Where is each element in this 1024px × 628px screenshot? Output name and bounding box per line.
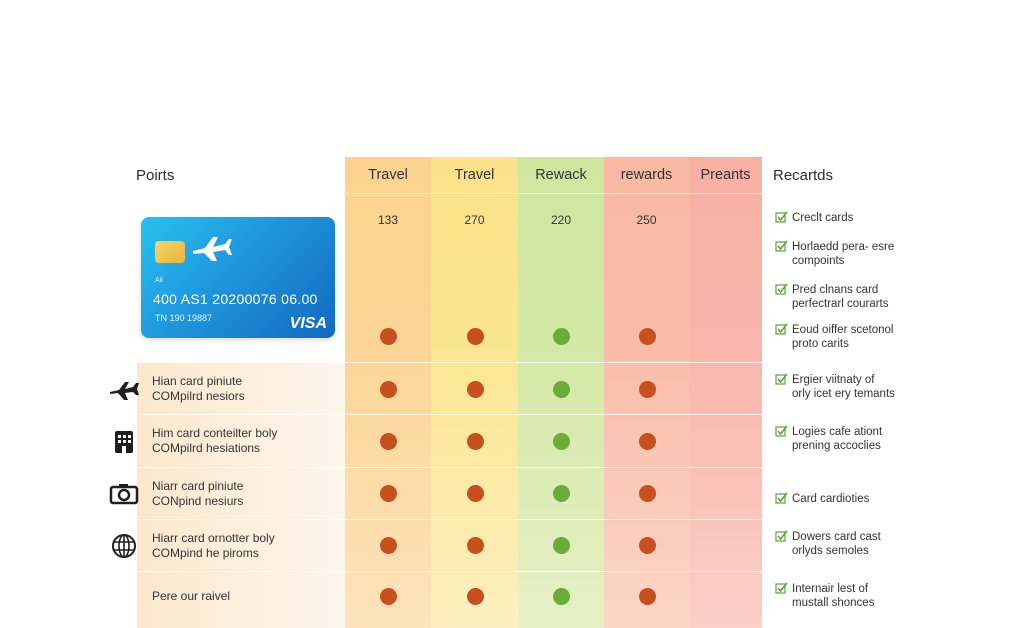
status-dot-green — [553, 328, 570, 345]
checkmark-icon — [775, 425, 788, 437]
column-header-rewack: Rewack — [535, 167, 587, 183]
visa-logo: VISA — [289, 315, 327, 332]
feature-text: Pred clnans card perfectrarl courarts — [792, 284, 889, 310]
row-divider — [137, 519, 762, 520]
checkmark-icon — [775, 211, 788, 223]
card-chip-icon — [155, 241, 185, 263]
checkmark-icon — [775, 323, 788, 335]
status-dot-red — [639, 328, 656, 345]
status-dot-green — [553, 485, 570, 502]
status-dot-green — [553, 537, 570, 554]
column-preants-bg — [689, 157, 762, 628]
status-dot-green — [553, 588, 570, 605]
status-dot-red — [467, 328, 484, 345]
globe-icon — [112, 534, 136, 558]
credit-card-image: Ail 400 AS1 20200076 06.00 TN 190 19887 … — [141, 217, 335, 338]
points-value: 270 — [464, 213, 485, 227]
feature-text: Horlaedd pera- esre compoints — [792, 241, 895, 267]
row-divider — [137, 571, 762, 572]
row-label-band — [137, 362, 345, 628]
card-number: 400 AS1 20200076 06.00 — [153, 291, 318, 307]
status-dot-red — [380, 537, 397, 554]
status-dot-red — [380, 381, 397, 398]
status-dot-red — [380, 433, 397, 450]
status-dot-red — [467, 381, 484, 398]
feature-text: Internair lest of mustall shonces — [792, 583, 875, 609]
feature-item: Eoud oiffer scetonol proto carits — [775, 323, 893, 351]
checkmark-icon — [775, 492, 788, 504]
status-dot-red — [639, 588, 656, 605]
feature-item: Internair lest of mustall shonces — [775, 582, 874, 610]
header-divider — [345, 193, 762, 194]
checkmark-icon — [775, 240, 788, 252]
feature-item: Creclt cards — [775, 211, 853, 225]
feature-text: Logies cafe ationt prening accoclies — [792, 426, 883, 452]
row-label: Pere our raivel — [152, 589, 231, 603]
status-dot-green — [553, 433, 570, 450]
checkmark-icon — [775, 283, 788, 295]
airplane-icon — [110, 382, 139, 400]
card-holder-text: TN 190 19887 — [155, 313, 213, 323]
row-label: Him card conteilter boly COMpilrd hesiati… — [152, 426, 278, 455]
status-dot-red — [380, 485, 397, 502]
feature-item: Horlaedd pera- esre compoints — [775, 240, 894, 268]
feature-text: Dowers card cast orlyds semoles — [792, 531, 881, 557]
points-value: 220 — [550, 213, 572, 227]
checkmark-icon — [775, 582, 788, 594]
points-value: 133 — [377, 213, 399, 227]
feature-item: Ergier viitnaty of orly icet ery temants — [775, 373, 895, 401]
status-dot-red — [467, 433, 484, 450]
row-label: Hian card piniute COMpilrd nesiors — [152, 374, 245, 403]
points-value: 250 — [636, 213, 657, 227]
feature-item: Pred clnans card perfectrarl courarts — [775, 283, 889, 311]
feature-text: Ergier viitnaty of orly icet ery temants — [792, 374, 895, 400]
status-dot-red — [467, 537, 484, 554]
column-header-travel-1: Travel — [368, 167, 408, 183]
feature-text: Eoud oiffer scetonol proto carits — [792, 324, 894, 350]
row-label: Niarr card piniute CONpind nesiurs — [152, 479, 244, 508]
airplane-icon — [193, 237, 232, 261]
feature-text: Card cardioties — [792, 493, 870, 505]
card-small-text: Ail — [155, 277, 163, 284]
column-header-travel-2: Travel — [454, 167, 495, 183]
status-dot-red — [639, 537, 656, 554]
camera-icon — [109, 484, 139, 505]
status-dot-red — [380, 588, 397, 605]
column-header-preants: Preants — [700, 167, 751, 183]
status-dot-green — [553, 381, 570, 398]
building-icon — [115, 431, 133, 453]
status-dot-red — [467, 485, 484, 502]
checkmark-icon — [775, 373, 788, 385]
rewards-heading: Recartds — [773, 167, 834, 184]
status-dot-red — [639, 433, 656, 450]
feature-text: Creclt cards — [792, 212, 854, 224]
feature-item: Dowers card cast orlyds semoles — [775, 530, 881, 558]
status-dot-red — [380, 328, 397, 345]
row-divider — [137, 467, 762, 468]
column-header-rewards: rewards — [620, 167, 673, 183]
row-label: Hiarr card ornotter boly COMpind he pirom… — [152, 531, 275, 560]
status-dot-red — [467, 588, 484, 605]
checkmark-icon — [775, 530, 788, 542]
feature-item: Logies cafe ationt prening accoclies — [775, 425, 882, 453]
row-divider — [137, 414, 762, 415]
feature-item: Card cardioties — [775, 492, 869, 506]
row-divider — [137, 362, 762, 363]
points-heading: Poirts — [136, 167, 175, 184]
status-dot-red — [639, 485, 656, 502]
status-dot-red — [639, 381, 656, 398]
